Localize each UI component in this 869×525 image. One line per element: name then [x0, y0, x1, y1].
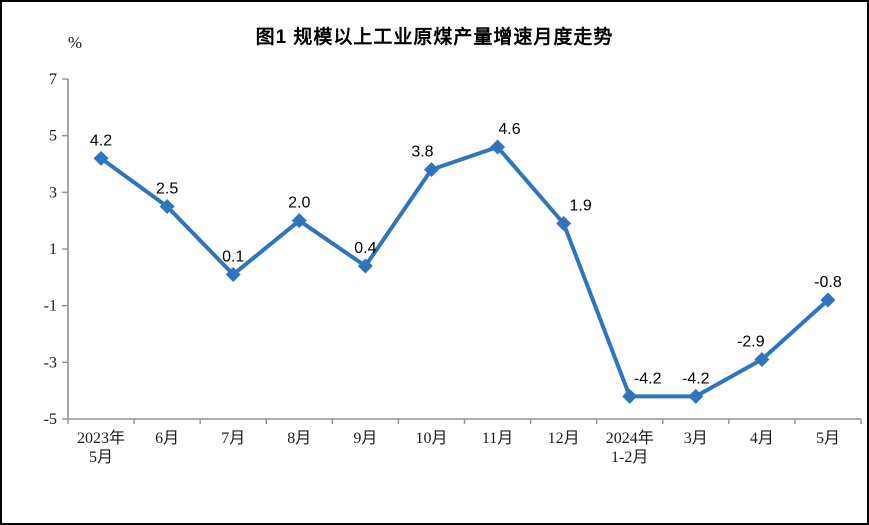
data-point-label: 1.9: [570, 198, 592, 215]
data-point-marker: [159, 199, 175, 214]
y-tick-label: 7: [49, 71, 57, 88]
y-tick-label: 5: [49, 128, 57, 145]
data-point-marker: [688, 388, 704, 404]
y-tick-label: -3: [44, 354, 57, 371]
data-point-label: 0.1: [222, 249, 244, 266]
x-tick-label: 5月: [816, 430, 840, 447]
data-point-label: 4.6: [498, 121, 520, 138]
chart-title: 图1 规模以上工业原煤产量增速月度走势: [255, 27, 614, 48]
data-point-marker: [225, 267, 241, 282]
x-tick-label: 2023年: [77, 429, 125, 447]
data-point-label: 4.2: [90, 132, 112, 149]
data-point-label: -4.2: [682, 370, 710, 387]
x-tick-label: 6月: [155, 430, 179, 447]
x-tick-label: 7月: [221, 430, 245, 447]
x-tick-label: 2024年: [606, 429, 654, 447]
x-tick-label: 11月: [482, 430, 513, 447]
data-point-label: -2.9: [737, 334, 765, 351]
series-line: [99, 145, 830, 399]
data-point-label: -4.2: [634, 370, 662, 387]
data-point-marker: [291, 213, 307, 229]
y-tick-label: 1: [49, 241, 57, 258]
data-point-marker: [556, 216, 572, 231]
data-point-label: 2.0: [288, 195, 310, 212]
data-point-marker: [357, 258, 373, 274]
x-tick-label: 5月: [89, 449, 113, 466]
data-point-marker: [93, 150, 109, 166]
y-tick-label: -5: [44, 411, 57, 428]
x-tick-label: 1-2月: [611, 449, 648, 466]
y-tick-label: -1: [44, 298, 57, 315]
y-tick-label: 3: [49, 184, 57, 201]
x-tick-label: 12月: [548, 430, 580, 447]
x-tick-label: 4月: [750, 430, 774, 447]
data-point-label: 3.8: [411, 144, 433, 161]
x-tick-label: 3月: [684, 430, 708, 447]
data-point-marker: [622, 388, 638, 404]
data-point-marker: [423, 162, 439, 178]
data-point-marker: [754, 352, 770, 367]
x-tick-label: 9月: [353, 430, 377, 447]
data-point-label: 0.4: [354, 240, 376, 257]
data-point-label: -0.8: [814, 274, 842, 291]
y-axis-unit-label: %: [67, 33, 83, 52]
data-point-label: 2.5: [156, 181, 178, 198]
data-point-marker: [820, 292, 836, 308]
x-tick-label: 8月: [287, 430, 311, 447]
x-tick-label: 10月: [415, 430, 447, 447]
data-point-marker: [490, 139, 506, 155]
